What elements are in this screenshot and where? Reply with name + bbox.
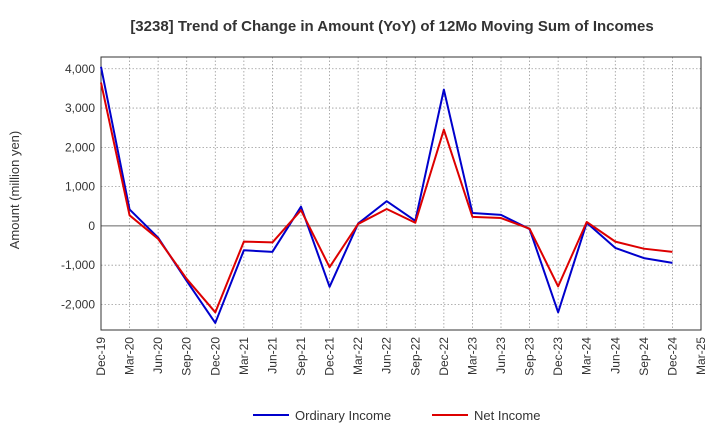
x-tick-label: Mar-21 (237, 337, 251, 375)
x-tick-label: Mar-25 (694, 337, 708, 375)
x-tick-label: Mar-20 (123, 337, 137, 375)
legend: Ordinary Income Net Income (253, 408, 540, 423)
x-tick-label: Dec-19 (94, 337, 108, 376)
x-tick-label: Mar-24 (580, 337, 594, 375)
x-tick-label: Sep-23 (523, 337, 537, 376)
series-line (100, 66, 673, 324)
y-axis-label: Amount (million yen) (7, 131, 22, 250)
x-tick-label: Mar-22 (351, 337, 365, 375)
x-tick-label: Dec-23 (551, 337, 565, 376)
legend-label: Ordinary Income (295, 408, 391, 423)
x-tick-label: Sep-24 (637, 337, 651, 376)
y-axis-ticks: -2,000 -1,000 0 1,000 2,000 3,000 4,000 (61, 62, 95, 312)
y-tick-label: 4,000 (65, 62, 95, 76)
x-tick-label: Jun-21 (265, 337, 279, 374)
x-tick-label: Sep-22 (408, 337, 422, 376)
y-tick-label: 1,000 (65, 180, 95, 194)
y-tick-label: 2,000 (65, 140, 95, 154)
plot-frame (100, 56, 702, 331)
series-lines (100, 66, 673, 324)
x-tick-label: Mar-23 (465, 337, 479, 375)
x-tick-label: Dec-22 (437, 337, 451, 376)
y-tick-label: -1,000 (61, 258, 95, 272)
x-axis-ticks: Dec-19 Mar-20 Jun-20 Sep-20 Dec-20 Mar-21 Jun-… (94, 337, 708, 376)
y-tick-label: -2,000 (61, 297, 95, 311)
x-tick-label: Jun-22 (380, 337, 394, 374)
chart-title: [3238] Trend of Change in Amount (YoY) o… (130, 18, 653, 35)
x-tick-label: Sep-21 (294, 337, 308, 376)
x-tick-label: Dec-20 (208, 337, 222, 376)
x-tick-label: Sep-20 (180, 337, 194, 376)
x-tick-label: Jun-23 (494, 337, 508, 374)
y-tick-label: 3,000 (65, 101, 95, 115)
x-tick-label: Dec-24 (665, 337, 679, 376)
x-tick-label: Jun-24 (608, 337, 622, 374)
series-line (100, 82, 673, 314)
y-tick-label: 0 (88, 219, 95, 233)
x-tick-label: Jun-20 (151, 337, 165, 374)
x-tick-label: Dec-21 (323, 337, 337, 376)
grid-lines (100, 57, 702, 330)
legend-label: Net Income (474, 408, 540, 423)
